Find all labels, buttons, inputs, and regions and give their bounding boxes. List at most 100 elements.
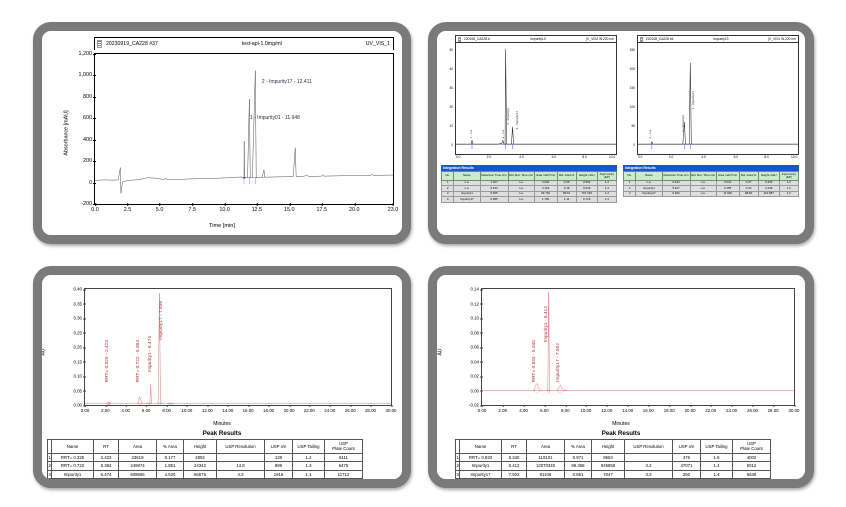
- cell: 7047: [591, 469, 625, 479]
- mini1-peak-3: 3 - Impurity1: [505, 108, 510, 126]
- y-tick: 0.35: [73, 301, 85, 306]
- drag-grip-icon[interactable]: [640, 36, 643, 42]
- x-tick: 17.5: [316, 203, 328, 213]
- y-tick: 0.06: [470, 344, 482, 350]
- y-tick: 100: [629, 104, 635, 109]
- mini1-y-axis: 50 40 30 20 10 0: [441, 43, 455, 155]
- col-usp-plate-count: USP Plate Count: [324, 439, 363, 454]
- cell: 4892: [183, 452, 217, 463]
- cell: Impurity17: [453, 196, 481, 203]
- x-tick: 0.0: [91, 203, 99, 213]
- table-row[interactable]: 3 Impurity17 6.360 n.a. 11.030 98.60 119…: [622, 190, 800, 198]
- col-area: Area: [526, 439, 565, 454]
- cell: 66675: [183, 469, 217, 479]
- x-tick: 6.00: [540, 404, 549, 413]
- col-name: Name: [51, 439, 94, 454]
- y-tick: 800: [83, 93, 96, 100]
- plot-area[interactable]: 1,200 1,000 800 600 400 200 0 -200 0.0 2…: [79, 51, 399, 213]
- mini2-header-bar: 220108_CA228 #4 Impurity13 [V_VIS1 W,220…: [637, 35, 799, 43]
- peak-results-title: Peak Results: [202, 430, 242, 437]
- y-axis-label: Absorbance [mAU]: [63, 110, 70, 156]
- chromatogram-trace: [85, 293, 391, 405]
- mini1-plot-area[interactable]: 1 - n.a. 2 - n.a. 3 - Impurity1 4 - Impu…: [455, 43, 617, 155]
- table-row[interactable]: 3 Impurity1 6.474 609655 4.520 66675 4.3…: [47, 469, 363, 479]
- col-no: No.: [622, 171, 637, 181]
- cell: 1.851: [156, 461, 184, 471]
- mini1-x-axis: 0.0 2.0 4.0 6.0 8.0 10.0: [455, 155, 617, 163]
- peak-label-impurity17: Impurity17 - 7.456: [157, 301, 163, 341]
- col-height: Height mAU: [757, 171, 780, 181]
- cell: 5.384: [93, 461, 119, 471]
- y-tick: 0.08: [470, 330, 482, 335]
- mini1-trace: [456, 49, 616, 150]
- cell: 1.4: [700, 469, 733, 479]
- cell: Impurity1: [459, 461, 502, 471]
- y-tick: 0.40: [73, 286, 85, 292]
- cell: n.a.: [689, 190, 717, 198]
- table-row[interactable]: 1 RRT= 0.833 5.340 119101 0.971 9563 476…: [455, 452, 771, 463]
- y-tick: 50: [449, 47, 453, 52]
- mini1-integration-results-title: Integration Results: [441, 165, 617, 171]
- x-tick: 7.5: [188, 203, 196, 213]
- peak-label-impurity17: Impurity17 - 7.502: [555, 342, 560, 382]
- peak-label-impurity17: 2 - Impurity17 - 12.411: [261, 78, 312, 85]
- peak-label-impurity1: Impurity1 - 6.474: [147, 336, 153, 373]
- x-tick: 30.00: [788, 404, 800, 413]
- col-rel-area: Rel. Area %: [556, 171, 577, 181]
- x-tick: 18.00: [663, 404, 675, 413]
- mini1-peak-1: 1 - n.a.: [468, 129, 473, 139]
- mini1-peak-2: 2 - n.a.: [500, 129, 505, 139]
- x-tick: 23.0: [387, 203, 399, 213]
- y-tick: 0.00: [73, 402, 85, 408]
- col-rt: RT: [501, 439, 527, 454]
- mini2-x-axis: 0.0 2.0 4.0 6.0 8.0 10.0: [637, 155, 799, 163]
- mini2-y-axis: 250 200 150 100 50 0: [623, 43, 637, 155]
- mini2-plot-area[interactable]: 1 - n.a. 2 - Impurity1 3 - Impurity17: [637, 43, 799, 155]
- x-axis-label: Minutes: [612, 421, 630, 427]
- mini-chromatogram-1: 220108_CA228 # Impurity13 [V_VIS2 W,220 …: [440, 31, 619, 235]
- y-tick: 0.05: [73, 388, 85, 393]
- table-row[interactable]: 2 Impurity1 5.407 n.a. 0.155 0.34 1.246 …: [622, 185, 800, 192]
- table-row[interactable]: 3 Impurity17 7.502 81106 0.661 7047 3.3 …: [455, 469, 771, 479]
- x-tick: 8.00: [561, 404, 570, 413]
- mini2-header-injection: 220108_CA228 #4: [646, 37, 674, 41]
- cell: 3: [622, 190, 637, 198]
- table-header-row: Name RT Area % Area Height USP Resolutio…: [455, 439, 771, 454]
- plot-area[interactable]: 0.40 0.35 0.30 0.25 0.20 0.15 0.10 0.05 …: [73, 287, 396, 414]
- col-usp-resolution: USP Resolution: [216, 439, 265, 454]
- y-tick: 0: [89, 179, 96, 186]
- table-row[interactable]: 3 Impurity1 5.455 n.a. 53.791 89.61 707.…: [440, 190, 618, 198]
- table-row[interactable]: 2 RRT= 0.722 5.384 249874 1.851 24342 14…: [47, 461, 363, 471]
- table-row[interactable]: 1 RRT= 0.325 2.423 23619 0.177 4892 138 …: [47, 452, 363, 463]
- drag-grip-icon[interactable]: [458, 36, 461, 42]
- table-header-row: No. Name Retention Time min Rel. Ret. Ti…: [622, 171, 800, 181]
- y-tick: 150: [629, 85, 635, 90]
- cell: 250: [672, 469, 701, 479]
- x-tick: 24.00: [726, 404, 738, 413]
- cell: RRT= 0.325: [51, 452, 94, 463]
- cell: 6012: [732, 461, 771, 471]
- y-tick: 400: [83, 136, 96, 143]
- cell: 1.2: [292, 452, 325, 463]
- x-tick: 0.00: [477, 404, 487, 413]
- x-tick: 6.0: [733, 155, 739, 159]
- y-tick: 250: [629, 47, 635, 52]
- y-tick: 0.30: [73, 315, 85, 321]
- x-tick: 12.5: [251, 203, 263, 213]
- cell: 11712: [324, 469, 363, 479]
- x-tick: 20.0: [349, 203, 360, 213]
- table-row[interactable]: 4 Impurity17 6.385 n.a. 1.760 1.11 6.719…: [440, 196, 618, 203]
- col-area: Area mAU*min: [533, 171, 558, 181]
- cell: 98.368: [564, 461, 592, 471]
- y-tick: 200: [629, 66, 635, 71]
- y-axis-label: AU: [437, 348, 444, 356]
- drag-grip-icon[interactable]: [97, 40, 102, 48]
- x-tick: 2.00: [101, 404, 110, 413]
- cell: RRT= 0.722: [51, 461, 94, 471]
- cell: 12070340: [526, 461, 565, 471]
- x-tick: 16.00: [642, 404, 654, 413]
- cell: 6638: [732, 469, 771, 479]
- table-row[interactable]: 2 Impurity1 6.412 12070340 98.368 945858…: [455, 461, 771, 471]
- plot-area[interactable]: 0.14 0.12 0.10 0.08 0.06 0.04 0.02 0.00 …: [469, 287, 800, 414]
- mini1-header-bar: 220108_CA228 # Impurity13 [V_VIS2 W,220 …: [455, 35, 617, 43]
